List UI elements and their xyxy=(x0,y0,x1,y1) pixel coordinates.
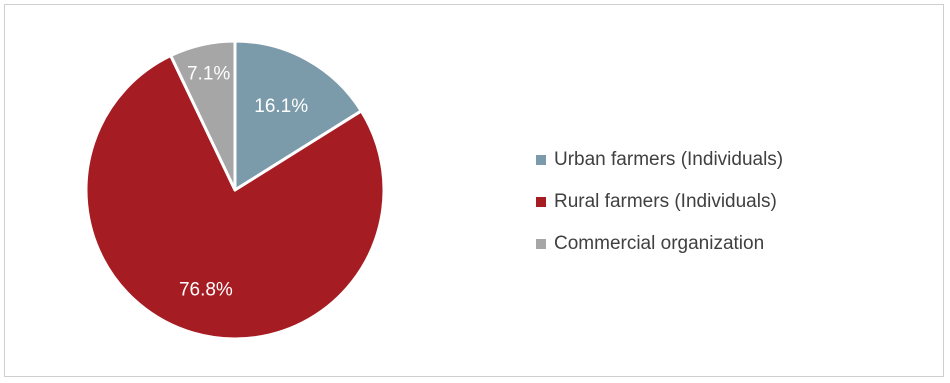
legend-item-rural-farmers: Rural farmers (Individuals) xyxy=(536,187,783,217)
pie-label-commercial-organization: 7.1% xyxy=(187,63,230,84)
legend-swatch-rural-farmers xyxy=(536,197,546,207)
legend-label-commercial-organization: Commercial organization xyxy=(554,233,765,254)
legend-swatch-commercial-organization xyxy=(536,239,546,249)
legend-item-commercial-organization: Commercial organization xyxy=(536,229,783,259)
pie-slice-commercial-organization xyxy=(169,39,237,192)
legend-swatch-urban-farmers xyxy=(536,155,546,165)
legend-label-urban-farmers: Urban farmers (Individuals) xyxy=(554,149,784,170)
pie-slice-urban-farmers xyxy=(233,39,363,192)
legend: Urban farmers (Individuals) Rural farmer… xyxy=(536,145,783,259)
legend-label-rural-farmers: Rural farmers (Individuals) xyxy=(554,191,777,212)
pie-label-urban-farmers: 16.1% xyxy=(254,96,308,117)
pie-slice-rural-farmers xyxy=(84,54,386,341)
legend-item-urban-farmers: Urban farmers (Individuals) xyxy=(536,145,783,175)
pie-label-rural-farmers: 76.8% xyxy=(179,280,233,301)
